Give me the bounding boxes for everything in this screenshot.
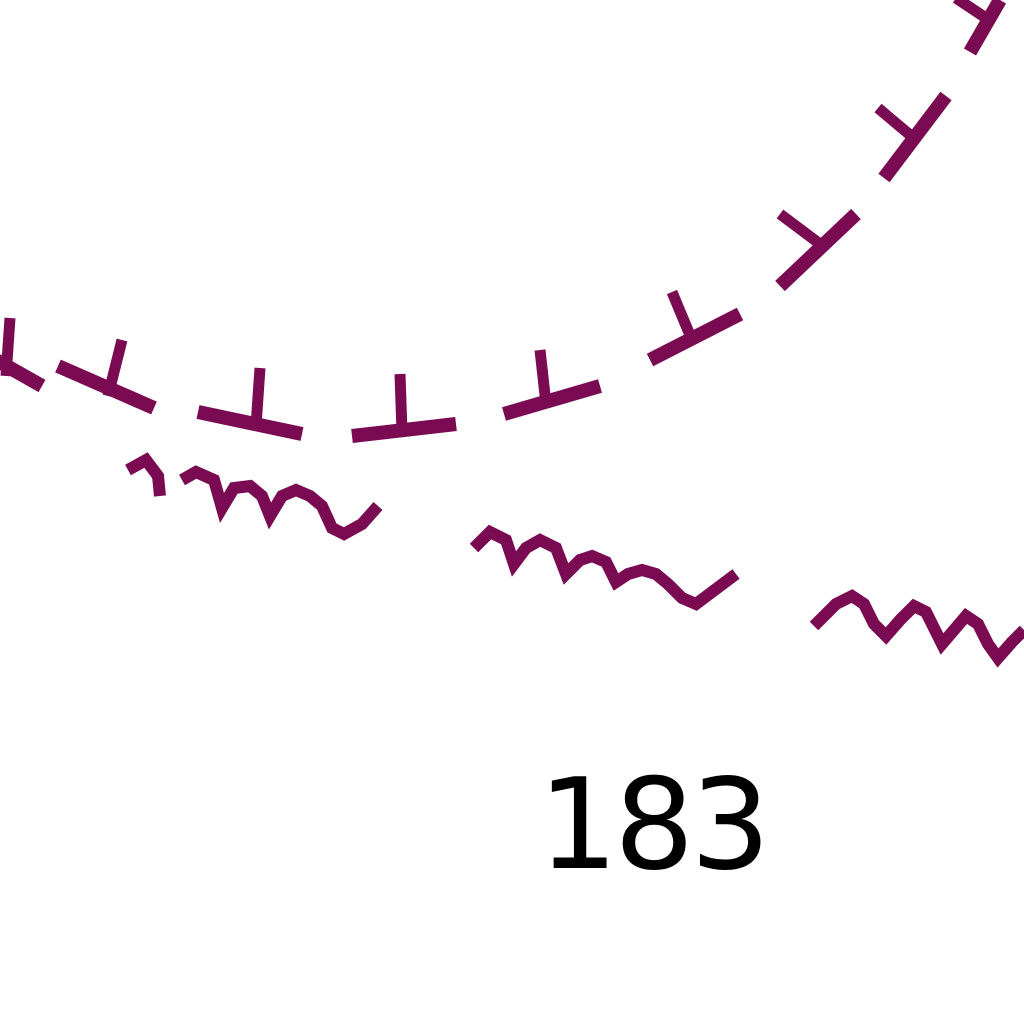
spot-height-label: 183 [538,751,770,898]
tick-symbol [55,338,157,415]
marsh-wave-row [125,452,1024,668]
tick-symbol [952,0,1007,56]
wave-symbol [469,524,740,611]
tick-symbol [775,208,861,292]
wave-symbol [125,452,383,541]
tick-symbol [0,317,46,393]
tick-symbol [502,349,602,421]
tick-symbol [351,373,457,443]
embankment-tick-row [0,0,1007,443]
tick-symbol [196,367,304,441]
wave-symbol [809,589,1024,668]
tick-symbol [646,289,744,367]
tick-symbol [874,91,952,183]
